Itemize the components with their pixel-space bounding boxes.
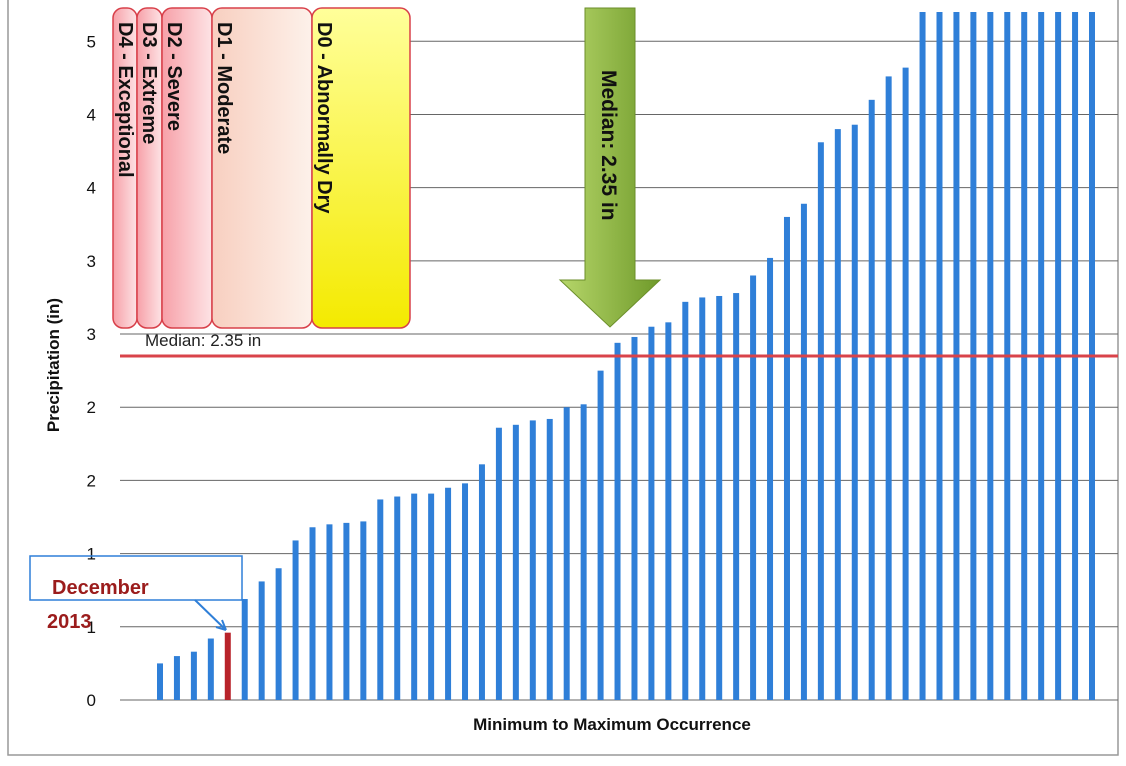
bar bbox=[716, 295, 723, 700]
y-tick-label: 3 bbox=[87, 252, 96, 271]
x-axis-label: Minimum to Maximum Occurrence bbox=[473, 715, 751, 734]
callout-box bbox=[29, 555, 243, 601]
bar bbox=[817, 142, 824, 700]
drought-label: D3 - Extreme bbox=[138, 22, 160, 144]
bar bbox=[207, 638, 214, 700]
bar bbox=[241, 598, 248, 700]
bar bbox=[783, 216, 790, 701]
bar bbox=[682, 301, 689, 700]
drought-label: D1 - Moderate bbox=[213, 22, 235, 154]
y-tick-label: 2 bbox=[87, 471, 96, 490]
y-tick-label: 1 bbox=[87, 545, 96, 564]
bar bbox=[275, 568, 282, 700]
bar bbox=[750, 275, 757, 700]
y-tick-label: 4 bbox=[87, 179, 96, 198]
bar bbox=[478, 464, 485, 700]
bar bbox=[411, 493, 418, 700]
bar bbox=[309, 527, 316, 700]
drought-label: D2 - Severe bbox=[163, 22, 185, 131]
bar bbox=[394, 496, 401, 700]
bar bbox=[343, 522, 350, 700]
y-tick-label: 2 bbox=[87, 398, 96, 417]
drought-label: D0 - Abnormally Dry bbox=[313, 22, 335, 214]
bar bbox=[173, 656, 180, 700]
y-axis-label: Precipitation (in) bbox=[44, 298, 63, 432]
bar bbox=[885, 76, 892, 700]
bar bbox=[699, 297, 706, 700]
bar bbox=[292, 540, 299, 700]
bar bbox=[563, 407, 570, 700]
bar bbox=[851, 124, 858, 700]
bar bbox=[428, 493, 435, 700]
bar bbox=[326, 524, 333, 700]
bar bbox=[597, 370, 604, 700]
drought-box bbox=[311, 7, 411, 329]
median-arrow-label: Median: 2.35 in bbox=[597, 70, 620, 221]
median-arrow bbox=[558, 7, 662, 328]
callout-text: December bbox=[52, 577, 149, 599]
bar bbox=[546, 418, 553, 700]
bar bbox=[190, 651, 197, 700]
y-tick-label: 1 bbox=[87, 618, 96, 637]
bar bbox=[224, 632, 231, 700]
bar bbox=[648, 326, 655, 700]
drought-label: D4 - Exceptional bbox=[114, 22, 136, 178]
bar bbox=[157, 663, 163, 700]
bar bbox=[377, 499, 384, 700]
bar bbox=[665, 322, 672, 700]
y-tick-label: 5 bbox=[87, 32, 96, 51]
bar bbox=[902, 67, 909, 700]
bar bbox=[445, 487, 452, 700]
y-tick-label: 4 bbox=[87, 105, 96, 124]
bar bbox=[631, 336, 638, 700]
y-tick-label: 0 bbox=[87, 691, 96, 710]
y-tick-label: 3 bbox=[87, 325, 96, 344]
callout-arrow bbox=[194, 599, 227, 631]
bar bbox=[495, 427, 502, 700]
bar bbox=[512, 424, 519, 700]
bar bbox=[462, 483, 469, 700]
bar bbox=[614, 342, 621, 700]
frame bbox=[7, 0, 1119, 756]
bar bbox=[529, 420, 536, 700]
bar bbox=[580, 404, 587, 700]
bar bbox=[800, 203, 807, 700]
bar bbox=[868, 99, 875, 701]
bar bbox=[258, 581, 265, 700]
bar bbox=[834, 129, 841, 700]
bar bbox=[733, 293, 740, 700]
median-label: Median: 2.35 in bbox=[145, 331, 261, 350]
bar bbox=[767, 257, 774, 700]
bar bbox=[360, 521, 367, 700]
callout-text: 2013 bbox=[47, 611, 92, 633]
